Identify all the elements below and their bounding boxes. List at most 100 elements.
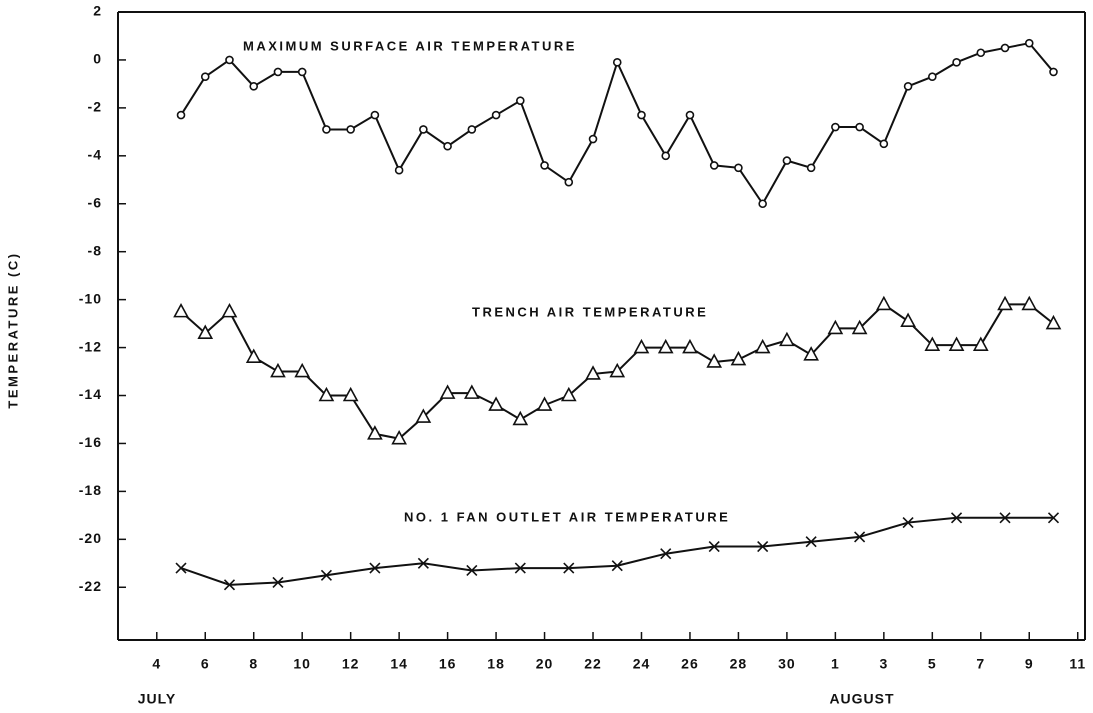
point (512, 410, 529, 426)
x-tick-label: 24 (633, 656, 651, 672)
x-tick-label: 10 (293, 656, 311, 672)
point (782, 156, 792, 165)
point (560, 386, 577, 402)
point (272, 576, 284, 589)
point (516, 96, 525, 105)
series-label: TRENCH AIR TEMPERATURE (472, 304, 708, 319)
point (540, 161, 549, 170)
point (972, 336, 989, 351)
y-tick-label: -18 (79, 482, 102, 498)
point (706, 353, 723, 368)
point (997, 295, 1013, 311)
point (342, 386, 359, 402)
point (1047, 512, 1060, 524)
point (779, 331, 795, 347)
point (173, 302, 189, 318)
point (661, 151, 671, 161)
x-tick-label: 12 (342, 656, 360, 672)
point (948, 336, 965, 351)
y-tick-label: -2 (88, 99, 102, 115)
x-tick-label: 18 (487, 656, 505, 672)
point (976, 48, 986, 58)
point (585, 365, 601, 380)
point (370, 110, 380, 120)
point (564, 177, 574, 187)
series-label: MAXIMUM SURFACE AIR TEMPERATURE (243, 38, 577, 53)
point (245, 348, 262, 363)
point (803, 346, 819, 361)
point (514, 562, 526, 574)
point (952, 58, 961, 67)
point (419, 125, 428, 134)
point (900, 312, 916, 328)
point (488, 396, 504, 411)
point (367, 425, 383, 440)
point (394, 165, 404, 175)
x-tick-label: 9 (1025, 656, 1034, 672)
y-axis-label: TEMPERATURE (C) (5, 251, 20, 408)
point (805, 536, 817, 548)
x-tick-label: 22 (584, 656, 602, 672)
y-tick-label: -14 (79, 386, 102, 402)
x-tick-label: 8 (249, 656, 258, 672)
point (609, 362, 626, 378)
point (415, 408, 432, 423)
point (175, 562, 187, 574)
point (876, 295, 892, 311)
point (682, 338, 698, 354)
point (588, 134, 598, 144)
x-tick-label: 28 (730, 656, 748, 672)
y-tick-label: 0 (93, 51, 102, 67)
point (806, 163, 816, 173)
point (294, 362, 311, 378)
point (924, 336, 941, 351)
point (1049, 67, 1058, 77)
x-tick-label: 1 (831, 656, 840, 672)
point (536, 396, 553, 411)
point (200, 72, 210, 82)
point (757, 540, 769, 553)
point (1045, 314, 1062, 330)
x-tick-label: 6 (201, 656, 210, 672)
point (443, 141, 452, 151)
y-tick-label: -12 (79, 338, 102, 354)
point (709, 161, 719, 170)
x-tick-label: 5 (928, 656, 937, 672)
point (657, 338, 674, 354)
point (466, 564, 478, 577)
point (730, 350, 747, 366)
point (346, 125, 355, 134)
point (1021, 295, 1038, 311)
point (902, 516, 914, 529)
point (491, 110, 501, 120)
y-tick-label: -4 (88, 147, 102, 163)
y-tick-label: -8 (88, 242, 102, 258)
point (1024, 38, 1034, 48)
point (999, 512, 1011, 524)
point (273, 67, 283, 77)
point (611, 560, 623, 572)
point (660, 548, 672, 560)
point (831, 122, 840, 132)
month-label: JULY (138, 691, 177, 707)
point (369, 562, 381, 574)
point (223, 579, 236, 591)
y-tick-label: -16 (79, 434, 102, 450)
x-tick-label: 11 (1069, 656, 1086, 672)
point (855, 122, 864, 132)
point (249, 82, 259, 91)
x-tick-label: 26 (681, 656, 699, 672)
point (197, 324, 214, 339)
y-tick-label: -6 (88, 194, 102, 210)
point (463, 384, 480, 399)
x-tick-label: 7 (976, 656, 985, 672)
point (754, 338, 771, 354)
point (270, 362, 286, 378)
point (1000, 43, 1010, 53)
point (734, 163, 743, 173)
point (467, 125, 477, 134)
point (225, 55, 234, 65)
point (439, 384, 456, 399)
point (612, 58, 622, 67)
